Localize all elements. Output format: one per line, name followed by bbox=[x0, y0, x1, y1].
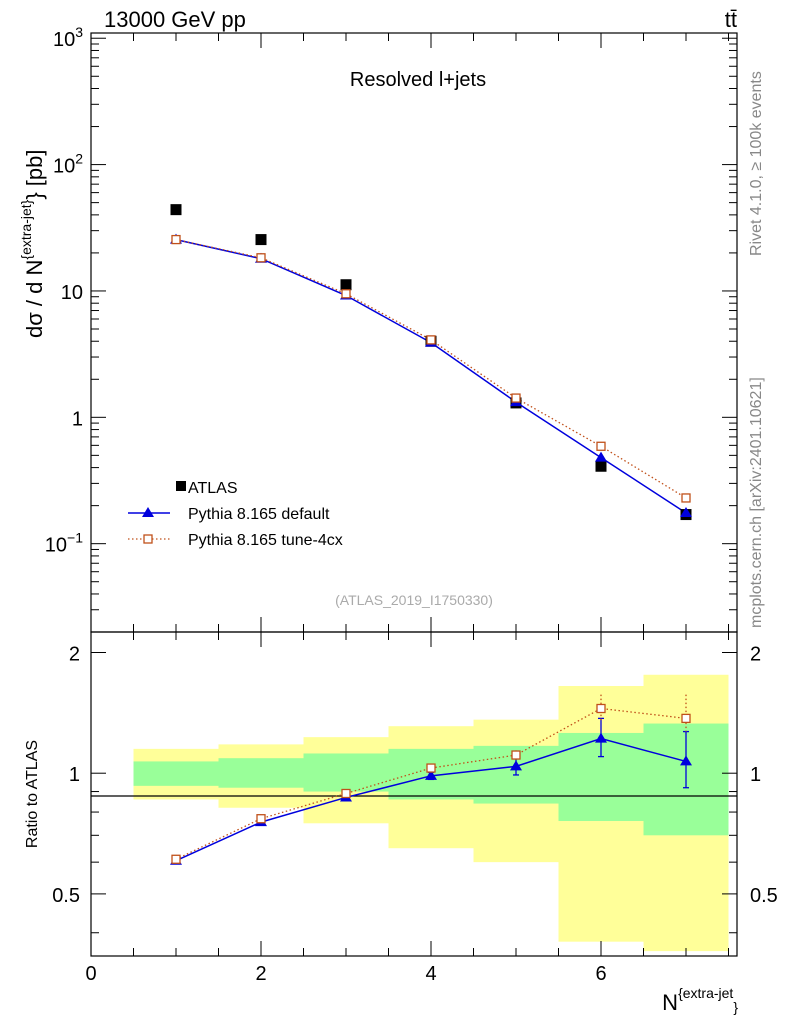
process-label: tt̄ bbox=[725, 7, 737, 32]
energy-label: 13000 GeV pp bbox=[104, 7, 246, 32]
main-y-tick-label: 10 bbox=[61, 282, 83, 304]
legend-default-marker bbox=[142, 507, 154, 517]
ratio-tune-marker bbox=[681, 713, 691, 724]
main-y-tick-label: 102 bbox=[53, 151, 83, 178]
main-y-tick-label: 1 bbox=[72, 408, 83, 430]
main-y-tick-label: 10−1 bbox=[45, 530, 83, 557]
stat-uncertainty-band bbox=[218, 758, 304, 788]
default-marker bbox=[595, 451, 607, 462]
default-marker bbox=[680, 506, 692, 517]
ratio-tune-marker bbox=[426, 763, 436, 773]
tune-marker bbox=[596, 441, 606, 451]
stat-uncertainty-band bbox=[303, 753, 389, 792]
main-y-axis-label: dσ / d N{extra-jet}} [pb] bbox=[18, 150, 47, 338]
tune-marker bbox=[681, 493, 691, 503]
ratio-y-tick-label-left: 1 bbox=[69, 764, 80, 786]
ratio-default-marker bbox=[425, 769, 437, 780]
tune-marker bbox=[256, 253, 266, 263]
mcplots-label: mcplots.cern.ch [arXiv:2401.10621] bbox=[748, 377, 765, 628]
ratio-default-marker bbox=[510, 760, 522, 771]
stat-uncertainty-band bbox=[133, 761, 219, 786]
tune-marker bbox=[341, 289, 351, 299]
main-ticks bbox=[90, 33, 737, 633]
legend-tune-marker bbox=[143, 534, 153, 544]
main-y-axis-label-main: dσ / d N{extra-jet}} [pb] bbox=[18, 150, 47, 338]
x-tick-label: 0 bbox=[85, 963, 96, 985]
legend-default-label: Pythia 8.165 default bbox=[188, 506, 330, 523]
ratio-tune-marker bbox=[341, 788, 351, 799]
ratio-y-tick-label-left: 0.5 bbox=[52, 885, 80, 907]
legend-atlas-label: ATLAS bbox=[188, 480, 238, 497]
x-tick-label: 2 bbox=[255, 963, 266, 985]
chart-title: Resolved l+jets bbox=[350, 69, 486, 91]
ratio-frame bbox=[90, 631, 738, 957]
ratio-series bbox=[170, 694, 692, 865]
ratio-tune-marker bbox=[511, 750, 521, 760]
atlas-data-point bbox=[170, 204, 182, 216]
tune-marker bbox=[171, 234, 181, 245]
legend-tune-label: Pythia 8.165 tune-4cx bbox=[188, 532, 343, 549]
main-series bbox=[170, 204, 692, 521]
ratio-y-tick-label-left: 2 bbox=[69, 644, 80, 666]
ratio-default-marker bbox=[595, 732, 607, 743]
legend-atlas-marker bbox=[176, 481, 186, 491]
x-tick-label: 4 bbox=[425, 963, 436, 985]
ratio-tune-marker bbox=[256, 814, 266, 824]
ratio-x-tick-labels: 0 2 4 6 bbox=[85, 963, 606, 985]
ratio-y-tick-label-right: 2 bbox=[750, 644, 761, 666]
ratio-tune-marker bbox=[171, 854, 181, 864]
ratio-y-tick-label-right: 1 bbox=[750, 764, 761, 786]
ratio-y-tick-label-right: 0.5 bbox=[750, 885, 778, 907]
ratio-ticks bbox=[90, 632, 737, 956]
ratio-uncertainty-bands bbox=[133, 674, 729, 952]
analysis-id: (ATLAS_2019_I1750330) bbox=[335, 592, 493, 608]
atlas-data-point bbox=[340, 279, 352, 291]
ratio-y-tick-labels: 0.5 0.5 1 1 2 2 bbox=[52, 644, 778, 907]
rivet-version-label: Rivet 4.1.0, ≥ 100k events bbox=[748, 71, 765, 256]
tune-line bbox=[175, 238, 687, 499]
x-tick-label: 6 bbox=[595, 963, 606, 985]
ratio-default-marker bbox=[680, 755, 692, 766]
atlas-data-point bbox=[595, 460, 607, 472]
ratio-tune-marker bbox=[596, 703, 606, 714]
tune-marker bbox=[511, 393, 521, 403]
main-y-tick-label: 103 bbox=[53, 24, 83, 51]
x-axis-label: N{extra-jet} bbox=[662, 985, 738, 1015]
ratio-y-axis-label: Ratio to ATLAS bbox=[24, 740, 41, 848]
tune-marker bbox=[426, 335, 436, 345]
default-line bbox=[175, 238, 687, 514]
atlas-data-point bbox=[255, 234, 267, 246]
ratio-panel: 0.5 0.5 1 1 2 2 0 2 4 6 Ratio to ATLAS N{extra-j… bbox=[24, 631, 778, 1015]
legend: ATLAS Pythia 8.165 default Pythia 8.165 … bbox=[128, 480, 343, 549]
